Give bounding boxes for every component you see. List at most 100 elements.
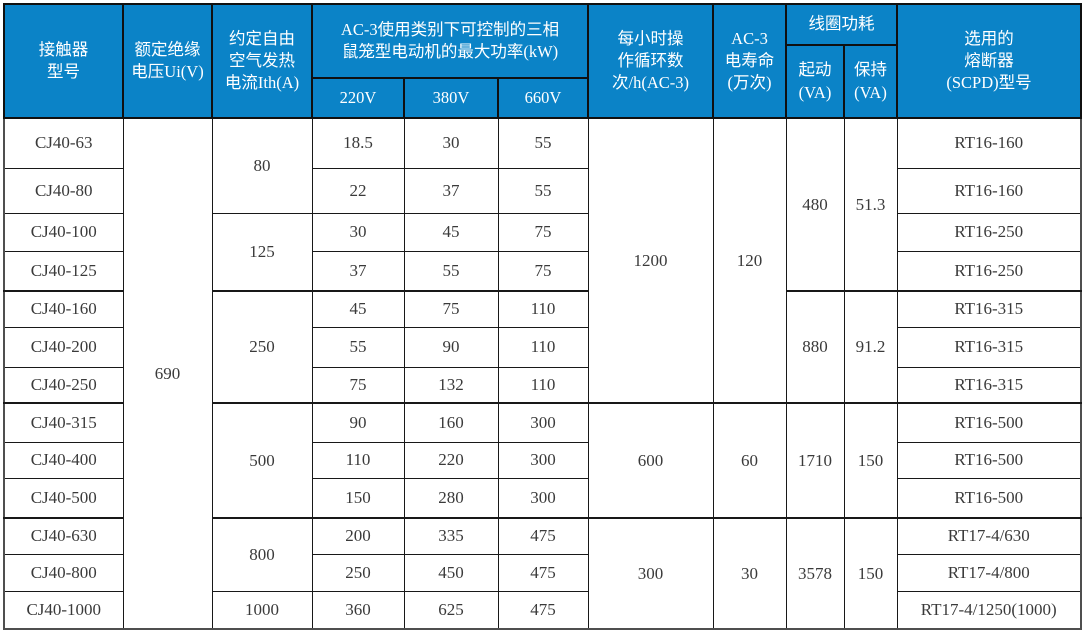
header-220v: 220V (311, 77, 405, 119)
model-cell: CJ40-630 (3, 517, 124, 555)
thermal-current-cell: 500 (211, 402, 313, 519)
life-cell: 30 (712, 517, 787, 630)
power-380-cell: 132 (403, 366, 499, 404)
table-row: CJ40-250 75 132 110 RT16-315 (3, 366, 1082, 404)
power-660-cell: 475 (497, 517, 589, 555)
power-220-cell: 55 (311, 326, 405, 368)
coil-start-cell: 880 (785, 290, 845, 404)
power-660-cell: 300 (497, 402, 589, 443)
insulation-voltage-cell: 690 (122, 117, 213, 630)
coil-start-cell: 3578 (785, 517, 845, 630)
fuse-cell: RT17-4/800 (896, 553, 1082, 592)
power-380-cell: 625 (403, 590, 499, 630)
header-row-3: 220V 380V 660V (4, 77, 1081, 119)
model-cell: CJ40-400 (3, 441, 124, 479)
power-220-cell: 30 (311, 212, 405, 252)
fuse-cell: RT16-315 (896, 366, 1082, 404)
model-cell: CJ40-200 (3, 326, 124, 368)
thermal-current-cell: 125 (211, 212, 313, 292)
table-header: 接触器 型号 额定绝缘 电压Ui(V) 约定自由 空气发热 电流Ith(A) A… (3, 3, 1082, 119)
table-body: CJ40-63 690 80 18.5 30 55 1200 120 480 5… (3, 117, 1082, 630)
coil-hold-cell: 150 (843, 402, 898, 519)
model-cell: CJ40-63 (3, 117, 124, 169)
fuse-cell: RT16-500 (896, 477, 1082, 519)
model-cell: CJ40-500 (3, 477, 124, 519)
header-ac3-power-group: AC-3使用类别下可控制的三相 鼠笼型电动机的最大功率(kW) (311, 3, 589, 79)
thermal-current-cell: 80 (211, 117, 313, 214)
power-660-cell: 110 (497, 290, 589, 328)
coil-hold-cell: 51.3 (843, 117, 898, 292)
header-thermal-current: 约定自由 空气发热 电流Ith(A) (211, 3, 313, 119)
cycles-cell: 600 (587, 402, 714, 519)
power-380-cell: 160 (403, 402, 499, 443)
cycles-cell: 300 (587, 517, 714, 630)
table-row: CJ40-80 22 37 55 RT16-160 (3, 167, 1082, 214)
fuse-cell: RT17-4/630 (896, 517, 1082, 555)
model-cell: CJ40-80 (3, 167, 124, 214)
coil-start-cell: 480 (785, 117, 845, 292)
life-cell: 120 (712, 117, 787, 404)
power-220-cell: 37 (311, 250, 405, 292)
model-cell: CJ40-100 (3, 212, 124, 252)
power-380-cell: 45 (403, 212, 499, 252)
power-380-cell: 280 (403, 477, 499, 519)
fuse-cell: RT17-4/1250(1000) (896, 590, 1082, 630)
fuse-cell: RT16-250 (896, 250, 1082, 292)
table-row: CJ40-125 37 55 75 RT16-250 (3, 250, 1082, 292)
coil-hold-cell: 91.2 (843, 290, 898, 404)
model-cell: CJ40-250 (3, 366, 124, 404)
power-220-cell: 360 (311, 590, 405, 630)
model-cell: CJ40-1000 (3, 590, 124, 630)
power-220-cell: 18.5 (311, 117, 405, 169)
header-electrical-life: AC-3 电寿命 (万次) (712, 3, 787, 119)
power-380-cell: 37 (403, 167, 499, 214)
power-220-cell: 110 (311, 441, 405, 479)
table-row: CJ40-500 150 280 300 RT16-500 (3, 477, 1082, 519)
power-380-cell: 335 (403, 517, 499, 555)
power-660-cell: 110 (497, 326, 589, 368)
fuse-cell: RT16-500 (896, 441, 1082, 479)
coil-hold-cell: 150 (843, 517, 898, 630)
life-cell: 60 (712, 402, 787, 519)
power-220-cell: 200 (311, 517, 405, 555)
power-660-cell: 55 (497, 117, 589, 169)
power-220-cell: 75 (311, 366, 405, 404)
header-row-2: 起动 (VA) 保持 (VA) (4, 44, 1081, 119)
power-660-cell: 300 (497, 441, 589, 479)
thermal-current-cell: 1000 (211, 590, 313, 630)
fuse-cell: RT16-160 (896, 117, 1082, 169)
fuse-cell: RT16-160 (896, 167, 1082, 214)
table-row: CJ40-630 800 200 335 475 300 30 3578 150… (3, 517, 1082, 630)
fuse-cell: RT16-250 (896, 212, 1082, 252)
header-rated-insulation-voltage: 额定绝缘 电压Ui(V) (122, 3, 213, 119)
power-220-cell: 45 (311, 290, 405, 328)
header-380v: 380V (403, 77, 499, 119)
power-660-cell: 475 (497, 553, 589, 592)
header-row-1: 接触器 型号 额定绝缘 电压Ui(V) 约定自由 空气发热 电流Ith(A) A… (3, 3, 1082, 119)
model-cell: CJ40-125 (3, 250, 124, 292)
thermal-current-cell: 250 (211, 290, 313, 404)
cycles-cell: 1200 (587, 117, 714, 404)
model-cell: CJ40-315 (3, 402, 124, 443)
power-380-cell: 450 (403, 553, 499, 592)
power-380-cell: 75 (403, 290, 499, 328)
power-660-cell: 110 (497, 366, 589, 404)
header-coil-start: 起动 (VA) (785, 44, 845, 119)
fuse-cell: RT16-315 (896, 290, 1082, 328)
header-coil-consumption-group: 线圈功耗 (785, 3, 898, 46)
power-660-cell: 75 (497, 250, 589, 292)
fuse-cell: RT16-315 (896, 326, 1082, 368)
power-220-cell: 90 (311, 402, 405, 443)
power-660-cell: 55 (497, 167, 589, 214)
power-220-cell: 250 (311, 553, 405, 592)
coil-start-cell: 1710 (785, 402, 845, 519)
model-cell: CJ40-160 (3, 290, 124, 328)
power-660-cell: 75 (497, 212, 589, 252)
power-380-cell: 220 (403, 441, 499, 479)
table-row: CJ40-63 690 80 18.5 30 55 1200 120 480 5… (3, 117, 1082, 630)
contactor-spec-table: 接触器 型号 额定绝缘 电压Ui(V) 约定自由 空气发热 电流Ith(A) A… (3, 3, 1082, 630)
header-coil-hold: 保持 (VA) (843, 44, 898, 119)
table-row: CJ40-200 55 90 110 RT16-315 (3, 326, 1082, 368)
model-cell: CJ40-800 (3, 553, 124, 592)
table-row: CJ40-160 250 45 75 110 880 91.2 RT16-315 (3, 290, 1082, 404)
